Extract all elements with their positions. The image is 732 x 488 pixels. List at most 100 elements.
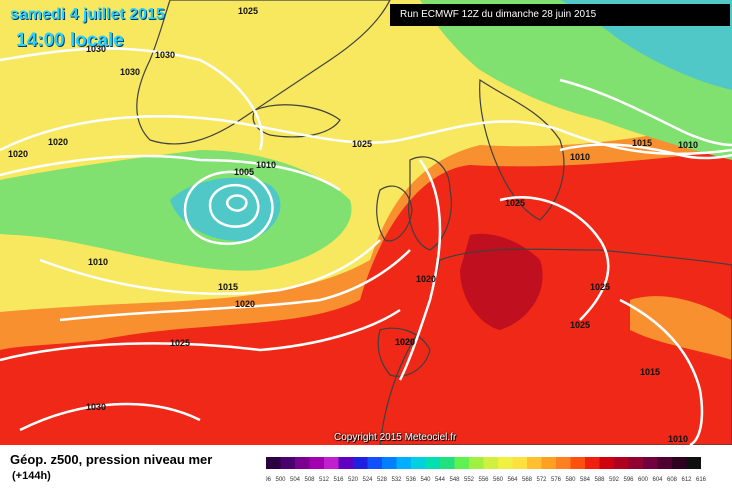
pressure-label: 1020 [395,337,415,347]
greenland-outline [136,0,391,145]
pressure-label: 1025 [352,139,372,149]
pressure-label: 1025 [238,6,258,16]
isobar-1025-south [0,308,401,362]
scale-swatch [527,457,542,469]
isobars [0,47,732,445]
scale-label: 608 [667,477,678,483]
scale-label: 552 [464,477,475,483]
pressure-label: 1030 [86,402,106,412]
scale-swatch [614,457,629,469]
scale-label: 496 [266,477,272,483]
scale-label: 576 [551,477,562,483]
scale-label: 568 [522,477,533,483]
scale-label: 612 [681,477,692,483]
scale-label: 508 [304,477,315,483]
scale-swatch [338,457,353,469]
pressure-label: 1025 [570,320,590,330]
scale-swatch [483,457,498,469]
date-title: samedi 4 juillet 2015 [10,6,165,23]
scale-label: 596 [623,477,634,483]
time-title: 14:00 locale [16,30,124,51]
run-info: Run ECMWF 12Z du dimanche 28 juin 2015 [390,4,730,26]
isobar-1025-europe [499,196,610,321]
scale-swatch [498,457,513,469]
scale-label: 512 [319,477,330,483]
scale-label: 560 [493,477,504,483]
scale-swatch [440,457,455,469]
isobar-1015-east [619,298,704,445]
isobar-1005-low [208,183,260,228]
scale-swatch [570,457,585,469]
weather-map: 1030 1030 1030 1025 1020 1020 1010 1005 1010 1025… [0,0,732,445]
scale-swatch [280,457,295,469]
ireland-outline [376,185,413,242]
scale-label: 520 [348,477,359,483]
scale-swatch [324,457,339,469]
scale-swatch [396,457,411,469]
footer-legend: Géop. z500, pression niveau mer (+144h) … [0,445,732,488]
britain-outline [408,156,452,251]
scale-label: 536 [406,477,417,483]
scale-swatch [295,457,310,469]
pressure-label: 1030 [86,44,106,54]
color-scale: 4965005045085125165205245285325365405445… [266,457,707,483]
scale-swatch [382,457,397,469]
scale-swatch [454,457,469,469]
scale-swatch [672,457,687,469]
scale-label: 604 [652,477,663,483]
scale-label: 528 [377,477,388,483]
scale-label: 588 [594,477,605,483]
scale-swatch [309,457,324,469]
isobar-1020-west [0,154,341,192]
pressure-label: 1020 [8,149,28,159]
pressure-label: 1020 [416,274,436,284]
pressure-label: 1020 [395,337,415,347]
isobar-1015-west [39,239,381,295]
scale-label: 564 [507,477,518,483]
isobar-1020-atlantic [398,159,442,381]
pressure-labels: 1030103010301025102010201010100510101025… [8,6,698,444]
scale-swatch [657,457,672,469]
scale-label: 580 [565,477,576,483]
pressure-label: 1005 [234,167,254,177]
legend-lead: (+144h) [12,470,51,482]
legend-title: Géop. z500, pression niveau mer [10,452,213,467]
scale-swatch [367,457,382,469]
scale-label: 600 [638,477,649,483]
isobar-low-center [226,194,248,212]
scale-swatch [266,457,281,469]
pressure-label: 1015 [640,367,660,377]
pressure-label: 1025 [505,198,525,208]
scale-label: 532 [391,477,402,483]
scale-label: 524 [362,477,373,483]
pressure-label: 1025 [170,338,190,348]
pressure-label: 1010 [678,140,698,150]
scale-swatch [643,457,658,469]
scale-swatch [411,457,426,469]
pressure-label: 1010 [256,160,276,170]
pressure-label: 1010 [570,152,590,162]
isobar-1030-north [0,47,264,151]
copyright-text: Copyright 2015 Meteociel.fr [334,432,457,443]
scale-label: 504 [290,477,301,483]
scale-swatch [469,457,484,469]
iberia-outline [377,327,431,377]
isobar-1010-low [183,170,274,245]
scale-label: 616 [696,477,707,483]
scale-swatch [585,457,600,469]
scale-swatch [353,457,368,469]
scale-label: 584 [580,477,591,483]
isobar-1015-ne [559,143,732,160]
scale-label: 556 [478,477,489,483]
scale-label: 592 [609,477,620,483]
pressure-label: 1015 [218,282,238,292]
isobar-1020-south [59,249,411,322]
scale-swatch [628,457,643,469]
pressure-label: 1015 [632,138,652,148]
scale-label: 500 [275,477,286,483]
pressure-label: 1025 [590,282,610,292]
scale-label: 572 [536,477,547,483]
pressure-label: 1010 [668,434,688,444]
scale-swatch [599,457,614,469]
map-canvas: 1030103010301025102010201010100510101025… [0,0,732,445]
